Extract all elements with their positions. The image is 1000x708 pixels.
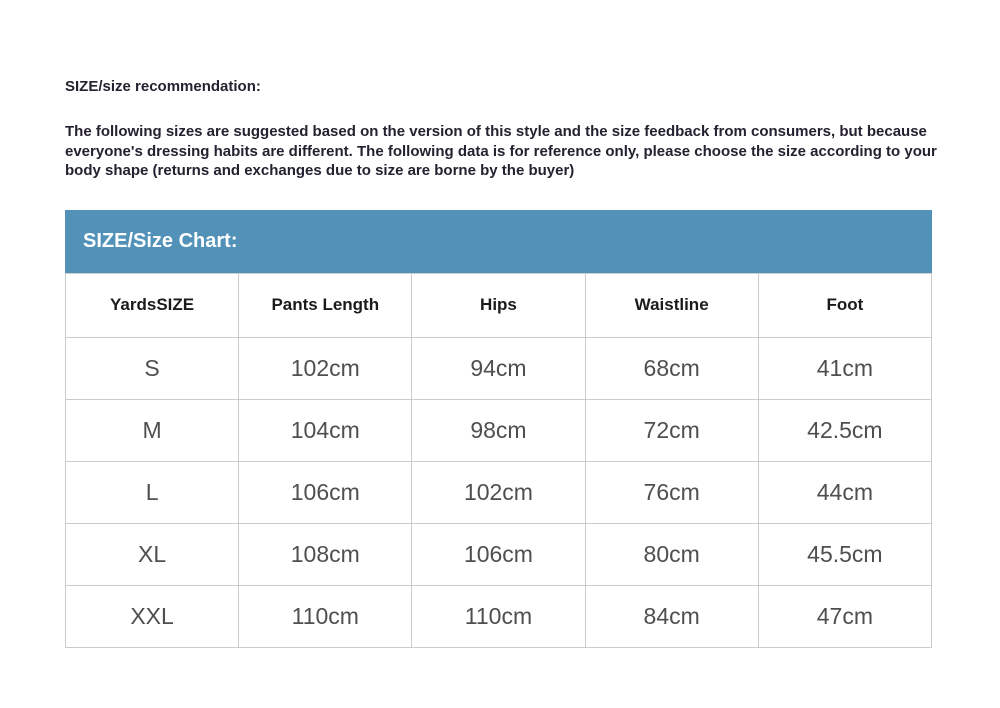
size-cell: M — [64, 398, 240, 462]
pants-length-cell: 106cm — [238, 460, 413, 524]
size-chart-title-bar: SIZE/Size Chart: — [65, 209, 932, 273]
size-table: YardsSIZE Pants Length Hips Waistline Fo… — [64, 272, 933, 648]
size-chart-title: SIZE/Size Chart: — [83, 229, 238, 252]
column-header-foot: Foot — [757, 272, 933, 338]
recommendation-text: The following sizes are suggested based … — [65, 123, 937, 179]
hips-cell: 98cm — [411, 398, 586, 462]
size-table-header-row: YardsSIZE Pants Length Hips Waistline Fo… — [64, 272, 933, 338]
waistline-cell: 76cm — [584, 460, 759, 524]
foot-cell: 47cm — [757, 584, 933, 648]
table-row-xl: XL 108cm 106cm 80cm 45.5cm — [64, 522, 933, 586]
foot-cell: 42.5cm — [757, 398, 933, 462]
column-header-hips: Hips — [411, 272, 586, 338]
size-cell: S — [64, 336, 240, 400]
table-row-m: M 104cm 98cm 72cm 42.5cm — [64, 398, 933, 462]
recommendation-heading: SIZE/size recommendation: — [65, 78, 261, 95]
hips-cell: 94cm — [411, 336, 586, 400]
foot-cell: 44cm — [757, 460, 933, 524]
pants-length-cell: 102cm — [238, 336, 413, 400]
foot-cell: 41cm — [757, 336, 933, 400]
pants-length-cell: 110cm — [238, 584, 413, 648]
table-row-l: L 106cm 102cm 76cm 44cm — [64, 460, 933, 524]
column-header-pants-length: Pants Length — [238, 272, 413, 338]
waistline-cell: 68cm — [584, 336, 759, 400]
size-cell: XL — [64, 522, 240, 586]
hips-cell: 110cm — [411, 584, 586, 648]
table-row-xxl: XXL 110cm 110cm 84cm 47cm — [64, 584, 933, 648]
pants-length-cell: 108cm — [238, 522, 413, 586]
size-chart: SIZE/Size Chart: YardsSIZE Pants Length … — [64, 209, 933, 648]
foot-cell: 45.5cm — [757, 522, 933, 586]
waistline-cell: 80cm — [584, 522, 759, 586]
size-cell: XXL — [64, 584, 240, 648]
page-content: SIZE/size recommendation: The following … — [64, 78, 945, 648]
column-header-waistline: Waistline — [584, 272, 759, 338]
hips-cell: 106cm — [411, 522, 586, 586]
column-header-yards-size: YardsSIZE — [64, 272, 240, 338]
waistline-cell: 72cm — [584, 398, 759, 462]
pants-length-cell: 104cm — [238, 398, 413, 462]
size-cell: L — [64, 460, 240, 524]
hips-cell: 102cm — [411, 460, 586, 524]
table-row-s: S 102cm 94cm 68cm 41cm — [64, 336, 933, 400]
waistline-cell: 84cm — [584, 584, 759, 648]
